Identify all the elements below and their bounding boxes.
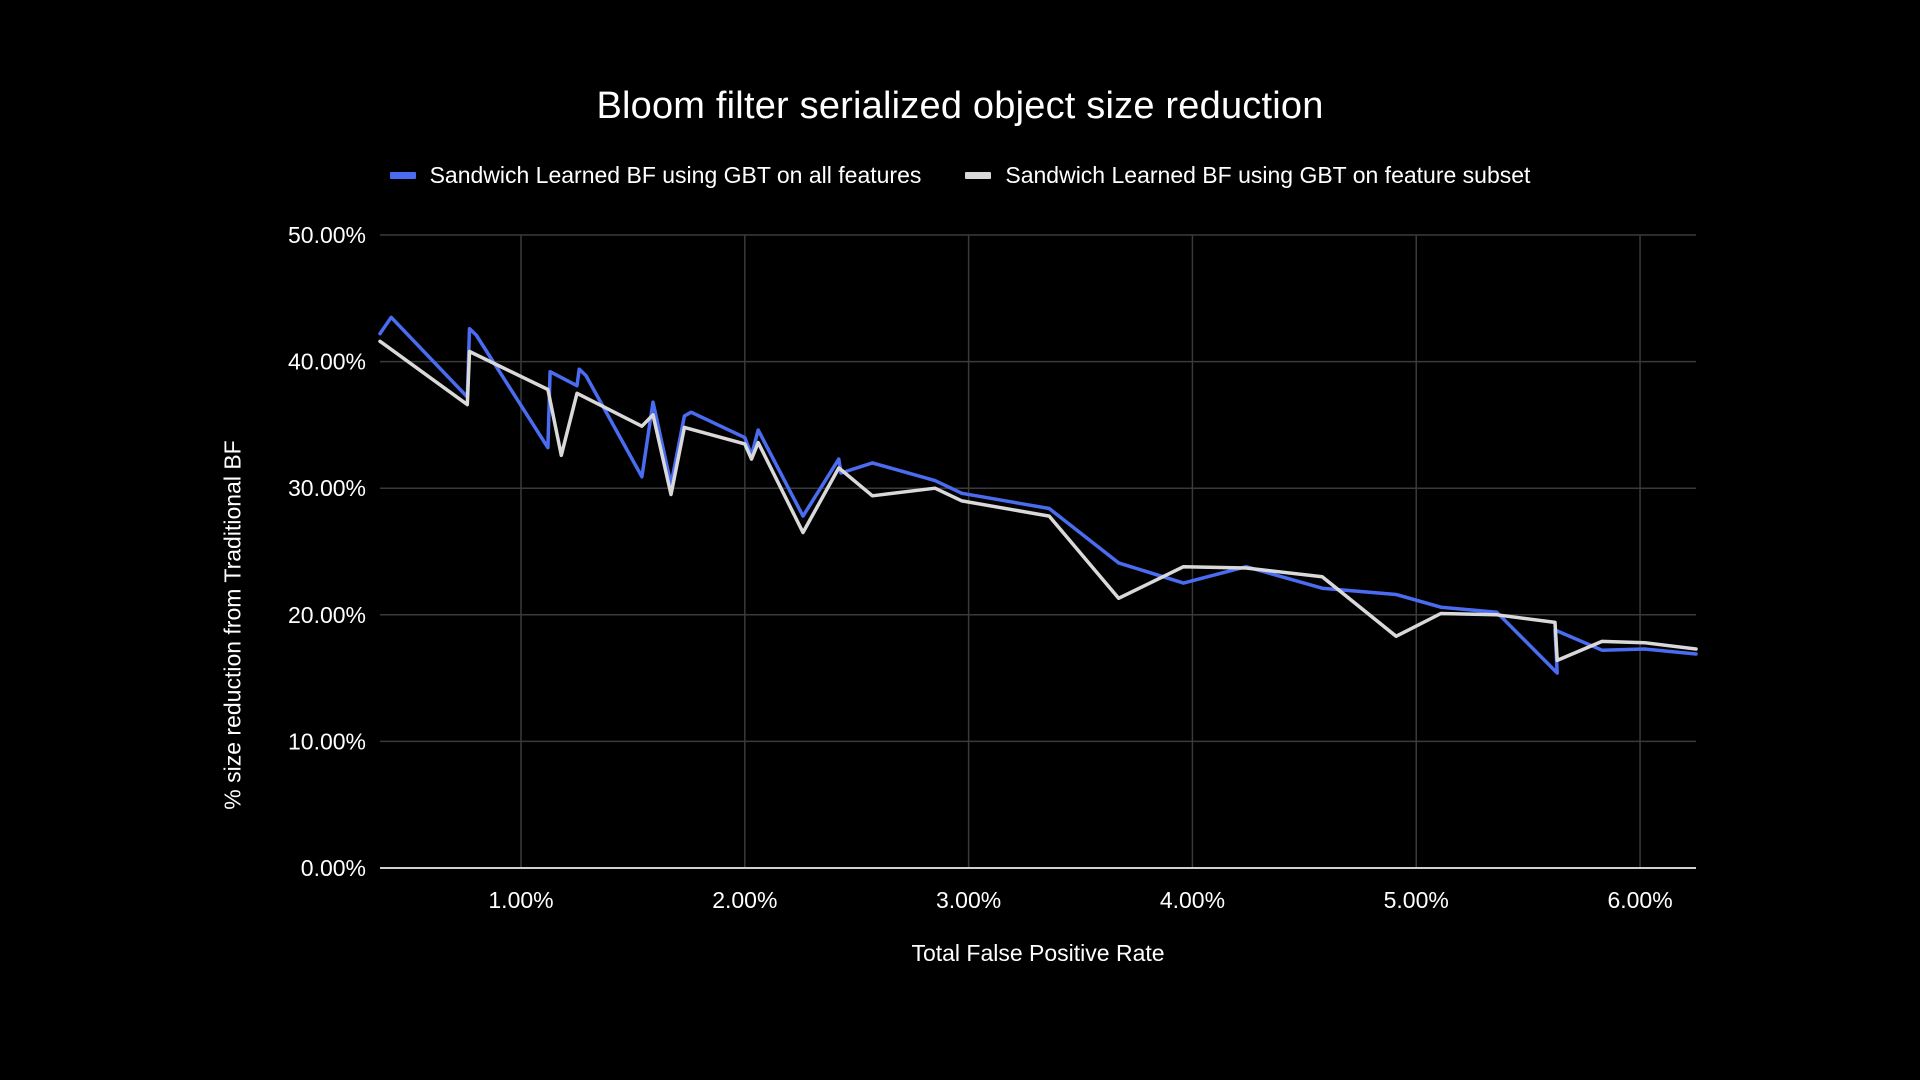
y-tick-label: 10.00% [288, 728, 366, 754]
x-tick-label: 1.00% [488, 887, 553, 913]
x-tick-label: 5.00% [1384, 887, 1449, 913]
legend-swatch-all-features [389, 172, 416, 179]
series-line-1 [378, 339, 1698, 663]
legend-item-feature-subset[interactable]: Sandwich Learned BF using GBT on feature… [965, 162, 1530, 189]
x-axis-label: Total False Positive Rate [911, 940, 1165, 966]
legend-swatch-feature-subset [965, 172, 992, 179]
legend-label-feature-subset: Sandwich Learned BF using GBT on feature… [1005, 162, 1531, 188]
y-tick-label: 20.00% [288, 602, 366, 628]
x-tick-label: 4.00% [1160, 887, 1225, 913]
x-tick-label: 6.00% [1607, 887, 1672, 913]
chart-title: Bloom filter serialized object size redu… [596, 85, 1324, 127]
legend: Sandwich Learned BF using GBT on all fea… [0, 162, 1920, 189]
legend-item-all-features[interactable]: Sandwich Learned BF using GBT on all fea… [389, 162, 922, 189]
y-tick-label: 50.00% [288, 222, 366, 248]
y-tick-label: 40.00% [288, 349, 366, 375]
x-tick-label: 2.00% [712, 887, 777, 913]
x-tick-label: 3.00% [936, 887, 1001, 913]
y-tick-label: 0.00% [301, 855, 366, 881]
y-tick-label: 30.00% [288, 475, 366, 501]
legend-label-all-features: Sandwich Learned BF using GBT on all fea… [429, 162, 922, 188]
series-line-0 [378, 315, 1698, 675]
